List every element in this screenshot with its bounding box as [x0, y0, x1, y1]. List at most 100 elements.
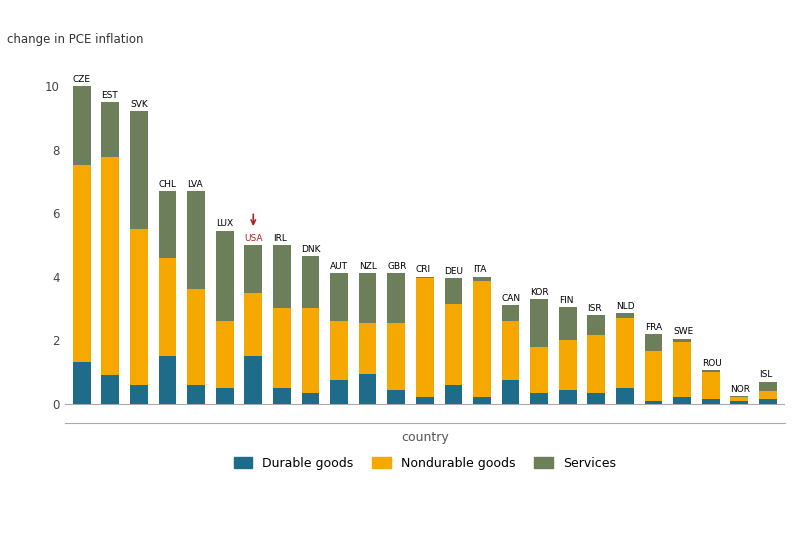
Bar	[445, 385, 462, 404]
Bar	[702, 399, 719, 404]
Text: CAN: CAN	[502, 294, 521, 303]
Bar	[473, 277, 491, 281]
Text: DNK: DNK	[302, 245, 321, 254]
Bar	[502, 305, 519, 321]
Text: USA: USA	[245, 234, 263, 243]
Text: DEU: DEU	[445, 267, 463, 276]
Bar	[216, 388, 234, 404]
Bar	[530, 299, 548, 347]
Bar	[158, 257, 176, 356]
Bar	[358, 373, 377, 404]
Bar	[245, 245, 262, 293]
Bar	[273, 309, 290, 388]
Text: ISR: ISR	[587, 303, 602, 312]
Bar	[387, 273, 405, 323]
Bar	[358, 323, 377, 373]
Text: NOR: NOR	[730, 385, 750, 394]
Bar	[73, 86, 90, 165]
Text: KOR: KOR	[530, 288, 549, 297]
X-axis label: country: country	[401, 431, 449, 444]
Bar	[559, 340, 577, 389]
Text: CRI: CRI	[416, 265, 431, 274]
Text: CHL: CHL	[158, 180, 177, 189]
Bar	[102, 102, 119, 157]
Bar	[473, 281, 491, 398]
Text: LVA: LVA	[187, 180, 203, 189]
Text: ROU: ROU	[702, 359, 722, 368]
Bar	[730, 401, 748, 404]
Text: GBR: GBR	[387, 262, 406, 271]
Bar	[387, 389, 405, 404]
Bar	[330, 321, 348, 380]
Bar	[158, 191, 176, 257]
Bar	[674, 339, 691, 342]
Bar	[445, 278, 462, 304]
Bar	[674, 398, 691, 404]
Text: NZL: NZL	[358, 262, 377, 271]
Bar	[702, 372, 719, 399]
Bar	[645, 351, 662, 401]
Bar	[187, 385, 205, 404]
Bar	[759, 381, 777, 399]
Bar	[416, 277, 434, 278]
Bar	[302, 256, 319, 309]
Bar	[502, 321, 519, 380]
Bar	[130, 229, 148, 385]
Bar	[759, 399, 777, 404]
Bar	[130, 111, 148, 229]
Bar	[587, 315, 605, 335]
Bar	[730, 398, 748, 401]
Bar	[216, 321, 234, 388]
Bar	[759, 381, 777, 391]
Text: EST: EST	[102, 90, 118, 100]
Text: FIN: FIN	[559, 296, 574, 304]
Bar	[130, 385, 148, 404]
Bar	[645, 401, 662, 404]
Text: SVK: SVK	[130, 100, 148, 109]
Text: LUX: LUX	[216, 219, 233, 228]
Text: NLD: NLD	[616, 302, 634, 311]
Bar	[302, 393, 319, 404]
Text: CZE: CZE	[73, 75, 91, 84]
Bar	[216, 231, 234, 321]
Bar	[387, 323, 405, 389]
Bar	[730, 396, 748, 398]
Bar	[530, 393, 548, 404]
Bar	[73, 165, 90, 363]
Bar	[245, 356, 262, 404]
Text: AUT: AUT	[330, 262, 348, 271]
Bar	[273, 388, 290, 404]
Bar	[674, 342, 691, 398]
Bar	[616, 388, 634, 404]
Bar	[702, 370, 719, 372]
Bar	[645, 334, 662, 351]
Bar	[187, 191, 205, 289]
Bar	[616, 313, 634, 388]
Text: FRA: FRA	[645, 323, 662, 332]
Bar	[102, 375, 119, 404]
Bar	[587, 335, 605, 393]
Bar	[445, 304, 462, 385]
Bar	[187, 289, 205, 385]
Legend: Durable goods, Nondurable goods, Services: Durable goods, Nondurable goods, Service…	[229, 452, 621, 475]
Bar	[530, 347, 548, 393]
Bar	[245, 293, 262, 356]
Bar	[559, 307, 577, 340]
Bar	[587, 393, 605, 404]
Bar	[102, 157, 119, 375]
Text: ISL: ISL	[759, 370, 772, 379]
Text: SWE: SWE	[674, 327, 694, 337]
Bar	[502, 380, 519, 404]
Bar	[616, 313, 634, 318]
Text: IRL: IRL	[273, 234, 287, 243]
Bar	[358, 273, 377, 323]
Bar	[273, 245, 290, 309]
Text: change in PCE inflation: change in PCE inflation	[7, 33, 143, 46]
Bar	[330, 273, 348, 321]
Bar	[330, 380, 348, 404]
Text: ITA: ITA	[473, 265, 486, 274]
Bar	[473, 398, 491, 404]
Bar	[416, 398, 434, 404]
Bar	[416, 278, 434, 398]
Bar	[559, 389, 577, 404]
